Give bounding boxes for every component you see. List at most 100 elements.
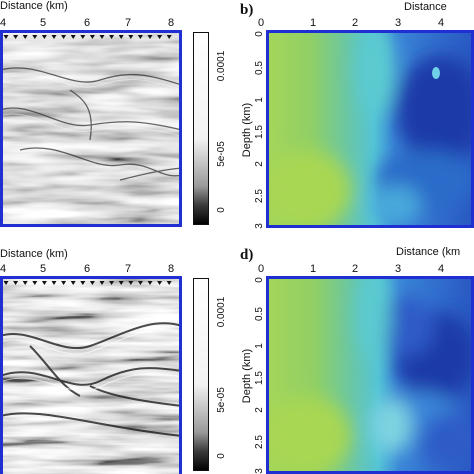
receiver-marker (22, 281, 28, 285)
top-right-ylabels: Depth (km) (241, 103, 253, 157)
top-left-xticks: 4 5 6 7 8 (0, 17, 190, 31)
bottom-colorbar (193, 278, 209, 471)
receiver-marker (118, 281, 124, 285)
bottom-left-xticks: 4 5 6 7 8 (0, 263, 190, 277)
receiver-marker (147, 35, 153, 39)
receiver-marker (51, 35, 57, 39)
y-tick: 1 (254, 97, 265, 103)
x-tick: 7 (125, 263, 132, 275)
x-tick: 5 (40, 17, 47, 29)
receiver-marker (109, 35, 115, 39)
receiver-marker (61, 35, 67, 39)
colorbar-tick: 0.0001 (216, 50, 227, 81)
receiver-marker (32, 281, 38, 285)
bottom-colorbar-ticks: 0.0001 5e-05 0 (216, 296, 227, 459)
bottom-right-velocity-image (266, 276, 474, 474)
x-tick: 1 (310, 17, 317, 29)
receiver-marker (80, 281, 86, 285)
receiver-markers (3, 35, 172, 39)
x-tick: 4 (438, 17, 445, 29)
x-tick: 2 (352, 17, 359, 29)
y-tick: 0.5 (254, 307, 265, 321)
colorbar-tick: 0.0001 (216, 296, 227, 327)
colorbar-tick: 0 (216, 453, 227, 459)
x-tick: 3 (395, 263, 402, 275)
receiver-marker (32, 35, 38, 39)
top-colorbar-ticks: 0.0001 5e-05 0 (216, 50, 227, 213)
seismic-texture (0, 276, 182, 474)
x-tick: 8 (168, 17, 175, 29)
y-tick: 0 (254, 277, 265, 283)
x-tick: 5 (40, 263, 47, 275)
panel-frame (0, 30, 182, 227)
colorbar-tick: 0 (216, 207, 227, 213)
top-right-velocity-image (266, 30, 474, 228)
receiver-marker (13, 281, 19, 285)
top-left-seismic-image (0, 30, 182, 227)
top-right-xticks: 0 1 2 3 4 (258, 17, 474, 31)
receiver-marker (51, 281, 57, 285)
y-axis-label: Depth (km) (241, 103, 253, 157)
x-tick: 4 (0, 17, 7, 29)
receiver-marker (99, 35, 105, 39)
receiver-marker (70, 35, 76, 39)
receiver-marker (166, 281, 172, 285)
y-tick: 2.5 (254, 435, 265, 449)
receiver-marker (118, 35, 124, 39)
x-tick: 0 (258, 263, 265, 275)
top-colorbar (193, 32, 209, 225)
x-tick: 6 (84, 17, 91, 29)
x-tick: 6 (84, 263, 91, 275)
y-tick: 1.5 (254, 371, 265, 385)
receiver-marker (89, 281, 95, 285)
y-tick: 3 (254, 468, 265, 474)
top-right-yticks: 0 0.5 1 1.5 2 2.5 3 (254, 31, 265, 229)
panel-letter-b: b) (240, 2, 254, 18)
receiver-marker (99, 281, 105, 285)
bottom-right-xticks: 0 1 2 3 4 (258, 263, 474, 277)
colorbar-tick: 5e-05 (216, 141, 227, 167)
receiver-marker (137, 35, 143, 39)
reflector-lines (0, 67, 182, 181)
top-right-xlabel: Distance (404, 1, 447, 13)
y-tick: 0.5 (254, 61, 265, 75)
panel-letter-d: d) (240, 247, 254, 263)
receiver-marker (137, 281, 143, 285)
x-tick: 2 (352, 263, 359, 275)
receiver-marker (3, 281, 9, 285)
receiver-marker (166, 35, 172, 39)
receiver-marker (41, 281, 47, 285)
panel-frame (266, 276, 474, 474)
y-tick: 1 (254, 343, 265, 349)
y-axis-label: Depth (km) (241, 349, 253, 403)
receiver-marker (70, 281, 76, 285)
x-tick: 8 (168, 263, 175, 275)
receiver-marker (80, 35, 86, 39)
bottom-left-xlabel: Distance (km) (0, 248, 68, 260)
panel-frame (0, 276, 182, 474)
x-tick: 4 (0, 263, 7, 275)
x-tick: 7 (125, 17, 132, 29)
y-tick: 2 (254, 161, 265, 167)
anomaly-spot (432, 67, 440, 79)
receiver-marker (89, 35, 95, 39)
receiver-marker (13, 35, 19, 39)
bottom-right-ylabels: Depth (km) (241, 349, 253, 403)
receiver-marker (128, 281, 134, 285)
receiver-marker (22, 35, 28, 39)
y-tick: 3 (254, 223, 265, 229)
panel-frame (266, 30, 474, 228)
receiver-marker (157, 35, 163, 39)
top-left-xlabel: Distance (km) (0, 0, 68, 12)
y-tick: 2.5 (254, 189, 265, 203)
bottom-right-xlabel: Distance (km (396, 246, 461, 258)
x-tick: 4 (438, 263, 445, 275)
receiver-marker (41, 35, 47, 39)
y-tick: 0 (254, 31, 265, 37)
y-tick: 2 (254, 407, 265, 413)
y-tick: 1.5 (254, 125, 265, 139)
x-tick: 3 (395, 17, 402, 29)
x-tick: 1 (310, 263, 317, 275)
receiver-marker (128, 35, 134, 39)
x-tick: 0 (258, 17, 265, 29)
